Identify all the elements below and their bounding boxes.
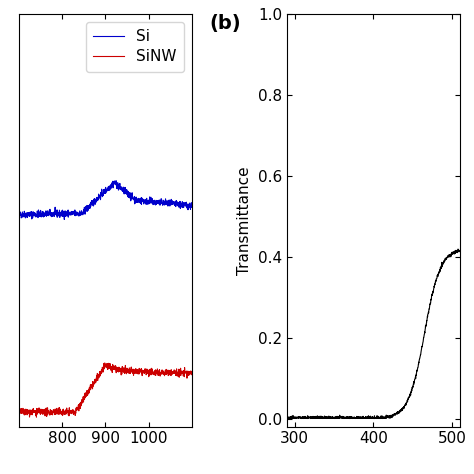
Text: (b): (b) [209,14,241,33]
Legend: Si, SiNW: Si, SiNW [86,22,184,72]
Y-axis label: Transmittance: Transmittance [237,166,252,275]
